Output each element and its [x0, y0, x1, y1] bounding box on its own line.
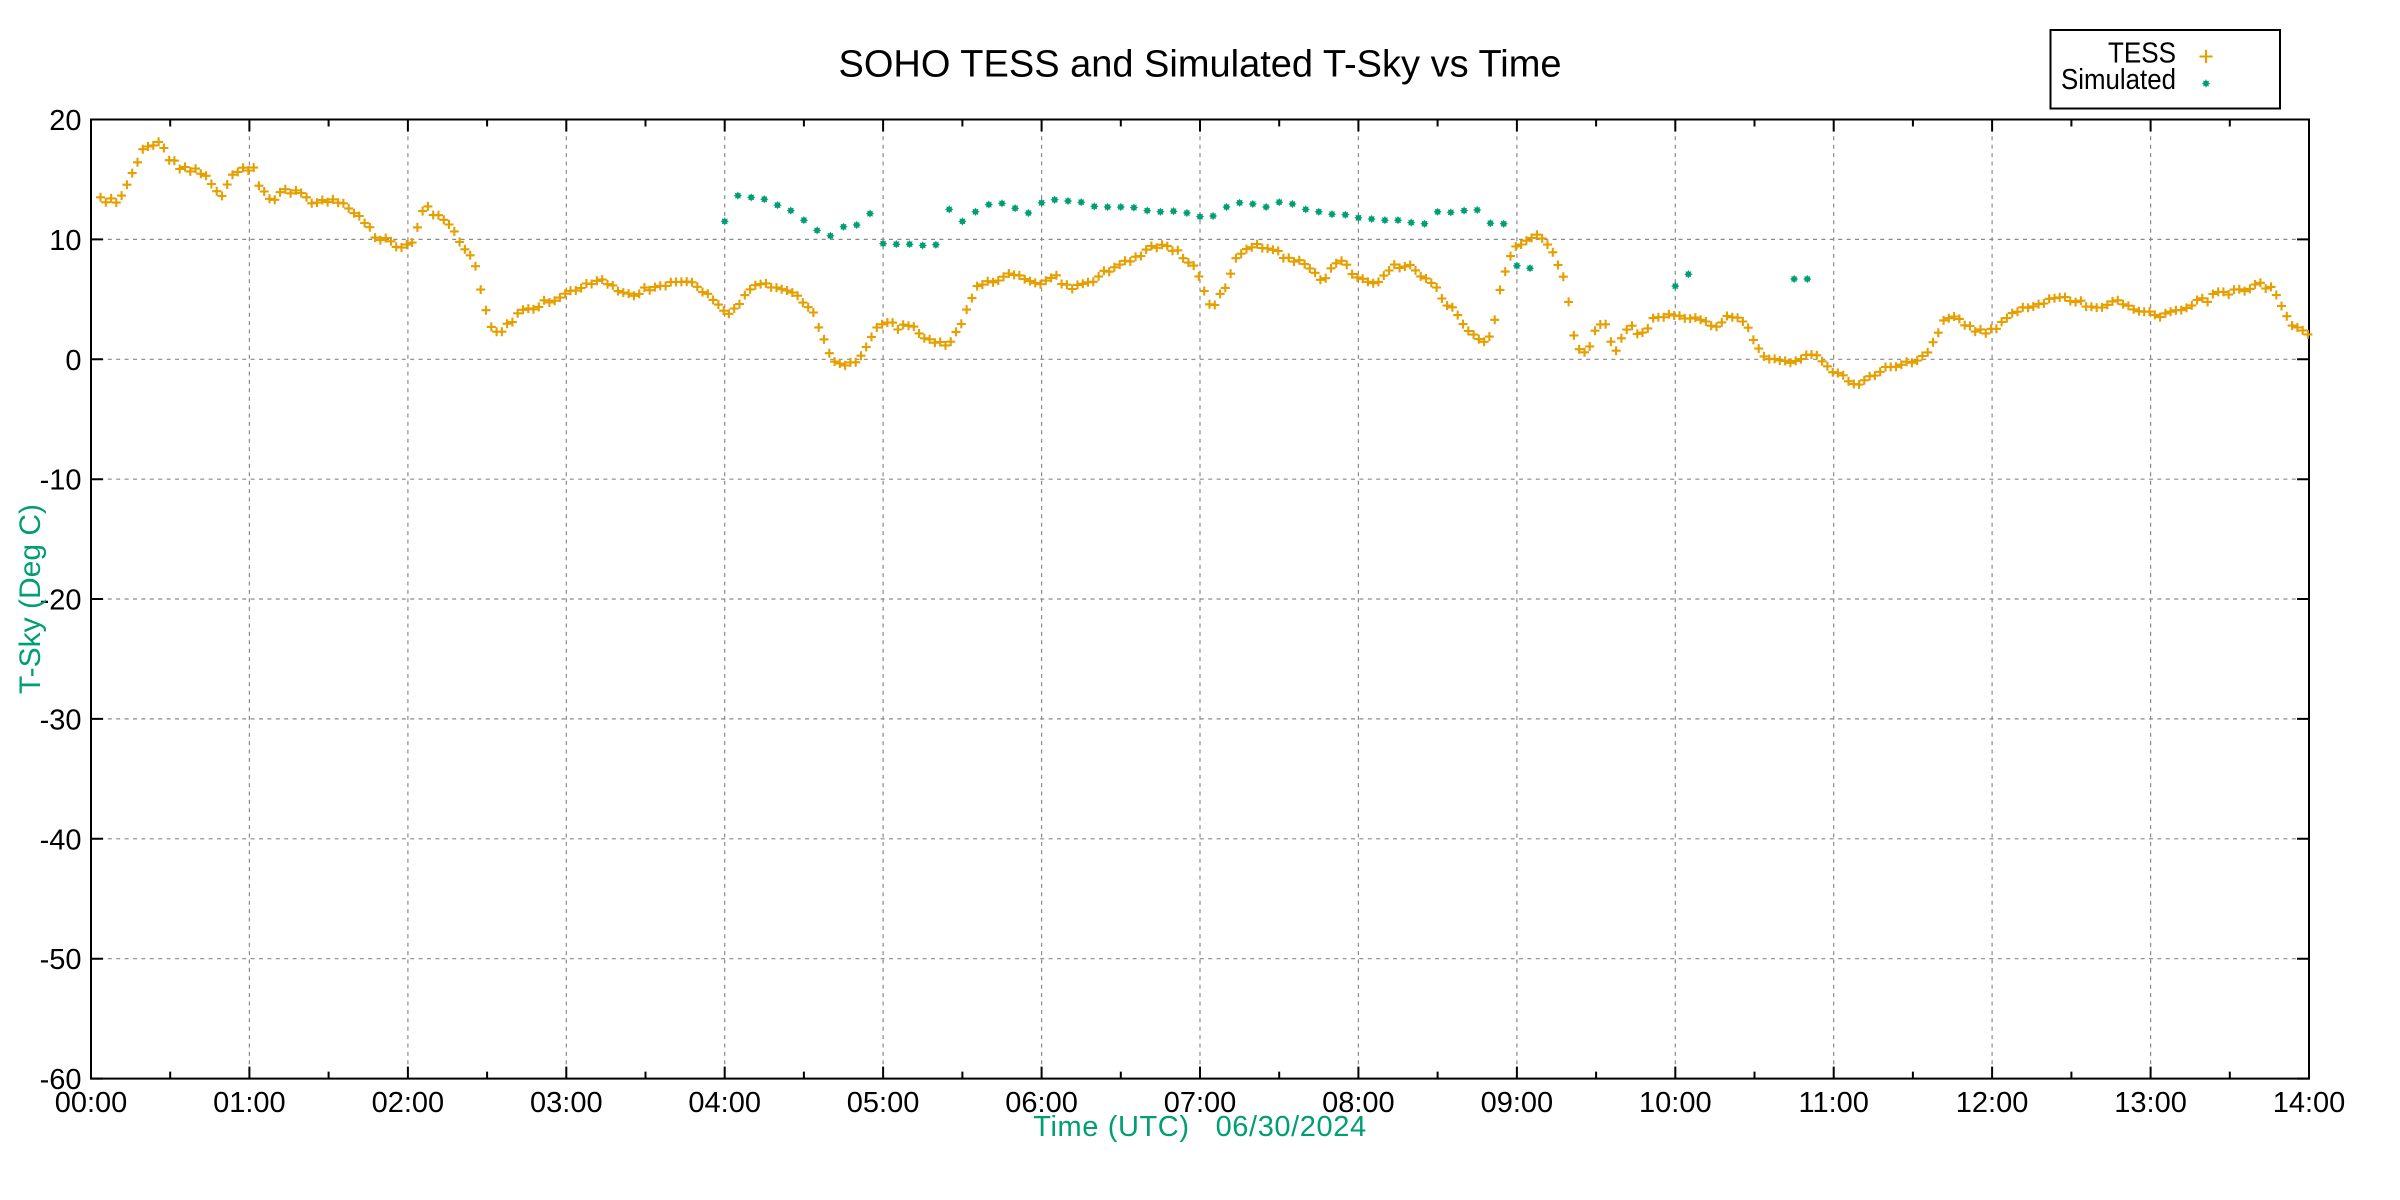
svg-text:-20: -20	[40, 585, 82, 617]
svg-text:-10: -10	[40, 465, 82, 497]
svg-text:10: 10	[49, 225, 81, 257]
svg-text:Simulated: Simulated	[2061, 64, 2176, 96]
svg-text:0: 0	[65, 345, 81, 377]
svg-text:03:00: 03:00	[530, 1087, 603, 1119]
svg-text:06:00: 06:00	[1005, 1087, 1078, 1119]
svg-text:TESS: TESS	[2108, 38, 2176, 70]
svg-text:09:00: 09:00	[1481, 1087, 1554, 1119]
svg-text:14:00: 14:00	[2273, 1087, 2346, 1119]
svg-text:10:00: 10:00	[1639, 1087, 1712, 1119]
svg-text:-50: -50	[40, 944, 82, 976]
svg-text:04:00: 04:00	[688, 1087, 761, 1119]
svg-text:20: 20	[49, 105, 81, 137]
svg-text:T-Sky (Deg C): T-Sky (Deg C)	[14, 504, 47, 694]
svg-text:-60: -60	[40, 1064, 82, 1096]
svg-text:05:00: 05:00	[847, 1087, 920, 1119]
svg-text:00:00: 00:00	[55, 1087, 128, 1119]
svg-text:-30: -30	[40, 704, 82, 736]
svg-text:SOHO TESS and Simulated T-Sky: SOHO TESS and Simulated T-Sky vs Time	[839, 44, 1562, 86]
svg-text:Time (UTC) 06/30/2024: Time (UTC) 06/30/2024	[1033, 1111, 1366, 1143]
svg-text:02:00: 02:00	[372, 1087, 445, 1119]
svg-text:13:00: 13:00	[2114, 1087, 2187, 1119]
svg-text:-40: -40	[40, 824, 82, 856]
svg-text:11:00: 11:00	[1798, 1087, 1868, 1119]
svg-text:01:00: 01:00	[213, 1087, 286, 1119]
svg-text:12:00: 12:00	[1956, 1087, 2029, 1119]
svg-text:08:00: 08:00	[1322, 1087, 1395, 1119]
svg-text:07:00: 07:00	[1164, 1087, 1237, 1119]
